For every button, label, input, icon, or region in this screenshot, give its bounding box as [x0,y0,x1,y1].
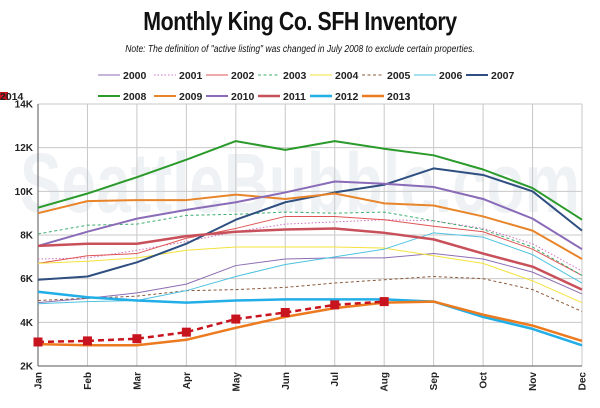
legend-item-2000: 2000 [98,70,147,82]
watermark: SeattleBubble.com [20,136,580,230]
x-tick-label: Jul [330,372,341,387]
legend-item-2006: 2006 [414,70,463,82]
series-line-2013 [37,300,583,347]
legend-label: 2005 [387,70,411,82]
series-2013 [37,300,583,347]
chart-subtitle-note: Note: The definition of "active listing"… [125,44,475,55]
chart-title: Monthly King Co. SFH Inventory [143,6,457,36]
legend-item-2009: 2009 [154,91,203,103]
legend-label: 2011 [283,91,306,103]
y-tick-label: 2K [20,362,34,373]
y-tick-label: 14K [15,100,34,111]
legend-item-2001: 2001 [154,70,203,82]
series-lines [33,140,583,347]
x-tick-label: Sep [429,372,440,390]
legend-item-2003: 2003 [258,70,307,82]
series-2009 [37,192,583,260]
series-line-2009 [37,192,583,260]
series-line-2012 [37,290,583,347]
series-2012 [37,290,583,347]
series-2008 [37,140,583,221]
x-tick-label: Nov [528,372,539,391]
y-tick-label: 10K [15,187,34,198]
data-point-2014 [379,297,389,307]
x-tick-label: Oct [479,371,490,388]
legend-label: 2007 [491,70,515,82]
legend-label: 2014 [0,91,24,103]
series-line-2005 [37,275,583,312]
x-axis: Jan Feb Mar Apr May Jun Jul Aug Sep Oct Nov Dec [34,371,589,391]
watermark-text: SeattleBubble.com [20,136,580,230]
x-tick-label: Aug [380,372,391,391]
legend-item-2005: 2005 [362,70,411,82]
y-tick-label: 6K [20,274,34,285]
series-line-2014 [37,300,385,344]
series-line-2008 [37,140,583,221]
series-2004 [37,246,583,304]
series-2005 [37,275,583,312]
legend-item-2014: 2014 [0,91,24,103]
legend-item-2013: 2013 [362,91,411,103]
series-2001 [37,219,583,272]
legend-label: 2002 [231,70,255,82]
series-line-2000 [37,253,583,304]
series-2010 [37,180,583,251]
legend-label: 2010 [231,91,255,103]
data-point-2014 [231,314,241,324]
data-point-2014 [181,327,191,337]
data-point-2014 [33,337,43,347]
legend-item-2007: 2007 [466,70,515,82]
series-2000 [37,253,583,304]
legend-item-2010: 2010 [206,91,255,103]
series-line-2004 [37,246,583,304]
x-tick-label: Jan [34,372,45,389]
x-tick-label: Dec [578,372,589,391]
y-tick-label: 8K [20,231,34,242]
legend-item-2002: 2002 [206,70,255,82]
legend-label: 2000 [123,70,147,82]
series-2002 [37,215,583,276]
legend-label: 2008 [123,91,147,103]
legend-label: 2003 [283,70,307,82]
data-point-2014 [82,336,92,346]
data-point-2014 [330,300,340,310]
series-2011 [37,227,583,291]
x-tick-label: Jun [281,372,292,390]
y-tick-label: 4K [20,318,34,329]
data-point-2014 [132,334,142,344]
legend-item-2012: 2012 [310,91,359,103]
x-tick-label: Apr [182,372,193,389]
legend-label: 2013 [387,91,411,103]
legend-item-2011: 2011 [258,91,306,103]
legend-label: 2001 [179,70,203,82]
legend-label: 2006 [439,70,463,82]
series-2007 [37,167,583,281]
data-point-2014 [280,308,290,318]
legend-label: 2012 [335,91,359,103]
legend-item-2008: 2008 [98,91,147,103]
series-line-2003 [37,211,583,276]
series-line-2002 [37,215,583,276]
series-line-2011 [37,227,583,291]
series-line-2010 [37,180,583,251]
legend-label: 2004 [335,70,359,82]
x-tick-label: Mar [132,372,143,390]
x-tick-label: Feb [83,372,94,390]
y-axis: 2K 4K 6K 8K 10K 12K 14K [15,100,582,373]
legend-label: 2009 [179,91,203,103]
legend-marker [0,92,8,100]
y-tick-label: 12K [15,143,34,154]
series-2014 [33,297,389,347]
x-tick-label: May [231,372,242,392]
legend: 2000 2001 2002 2003 2004 2005 2006 2007 2008 2009… [0,70,515,103]
series-2003 [37,211,583,276]
legend-item-2004: 2004 [310,70,359,82]
series-line-2007 [37,167,583,281]
series-line-2001 [37,219,583,272]
